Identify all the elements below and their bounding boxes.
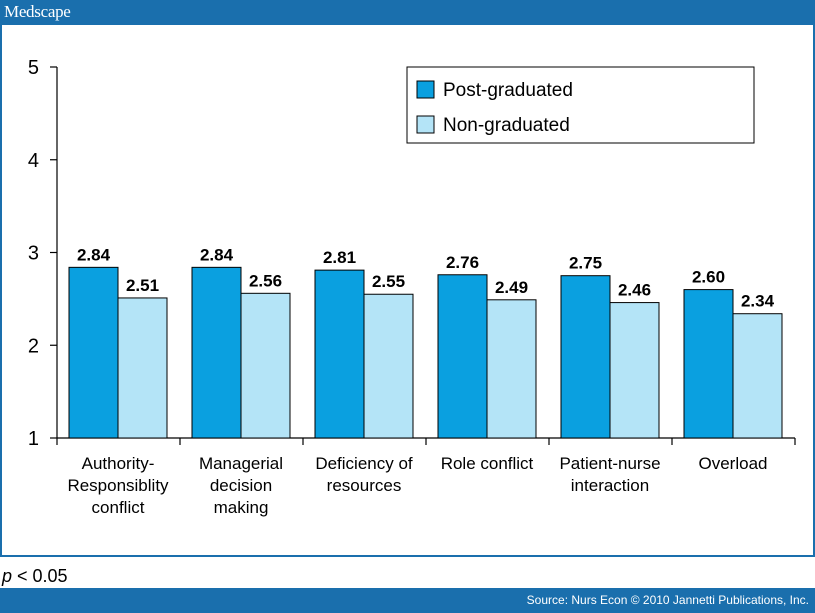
- bar-non-graduated: [363, 293, 414, 439]
- category-label: Responsiblity: [67, 476, 169, 495]
- category-label: Managerial: [199, 454, 283, 473]
- legend-label: Non-graduated: [443, 115, 570, 136]
- data-label: 2.84: [200, 245, 234, 264]
- data-label: 2.60: [692, 268, 725, 287]
- category-label: decision: [210, 476, 272, 495]
- category-label: Authority-: [82, 454, 155, 473]
- bar-non-graduated: [609, 302, 660, 439]
- data-label: 2.75: [569, 254, 602, 273]
- data-label: 2.56: [249, 271, 282, 290]
- bar-non-graduated: [486, 299, 537, 439]
- bar-post-graduated: [191, 266, 242, 439]
- category-label: conflict: [92, 498, 145, 517]
- data-label: 2.84: [77, 245, 111, 264]
- category-label: Patient-nurse: [559, 454, 660, 473]
- category-label: Deficiency of: [315, 454, 413, 473]
- data-label: 2.55: [372, 272, 405, 291]
- data-label: 2.46: [618, 281, 651, 300]
- bar-non-graduated: [117, 297, 168, 439]
- y-tick-label: 2: [28, 335, 39, 357]
- y-tick-label: 5: [28, 57, 39, 79]
- significance-threshold: < 0.05: [12, 566, 68, 586]
- y-tick-label: 3: [28, 243, 39, 265]
- data-label: 2.76: [446, 253, 479, 272]
- data-label: 2.51: [126, 276, 159, 295]
- data-label: 2.49: [495, 278, 528, 297]
- header-bar: Medscape: [0, 0, 815, 25]
- legend-label: Post-graduated: [443, 80, 573, 101]
- bar-non-graduated: [732, 313, 783, 439]
- bar-post-graduated: [683, 289, 734, 439]
- bar-chart: 1 2 3 4 5 2.84 2.51 Authority- Responsiblity conf…: [28, 57, 796, 517]
- y-tick-label: 4: [28, 150, 39, 172]
- source-credit: Source: Nurs Econ © 2010 Jannetti Public…: [526, 593, 809, 607]
- significance-note: p < 0.05: [2, 566, 68, 587]
- footer-bar: Source: Nurs Econ © 2010 Jannetti Public…: [0, 588, 815, 613]
- bar-post-graduated: [437, 274, 488, 439]
- data-label: 2.81: [323, 248, 356, 267]
- bar-non-graduated: [240, 292, 291, 439]
- category-label: resources: [327, 476, 402, 495]
- bar-post-graduated: [314, 269, 365, 439]
- category-label: interaction: [571, 476, 649, 495]
- y-tick-label: 1: [28, 428, 39, 450]
- bar-post-graduated: [68, 266, 119, 439]
- bar-post-graduated: [560, 275, 611, 439]
- data-label: 2.34: [741, 292, 775, 311]
- legend-box: [406, 66, 755, 144]
- p-symbol: p: [2, 566, 13, 586]
- legend-swatch: [416, 80, 435, 99]
- category-label: making: [214, 498, 269, 517]
- category-label: Role conflict: [441, 454, 534, 473]
- category-label: Overload: [699, 454, 768, 473]
- brand-logo: Medscape: [4, 2, 71, 21]
- legend-swatch: [416, 115, 435, 134]
